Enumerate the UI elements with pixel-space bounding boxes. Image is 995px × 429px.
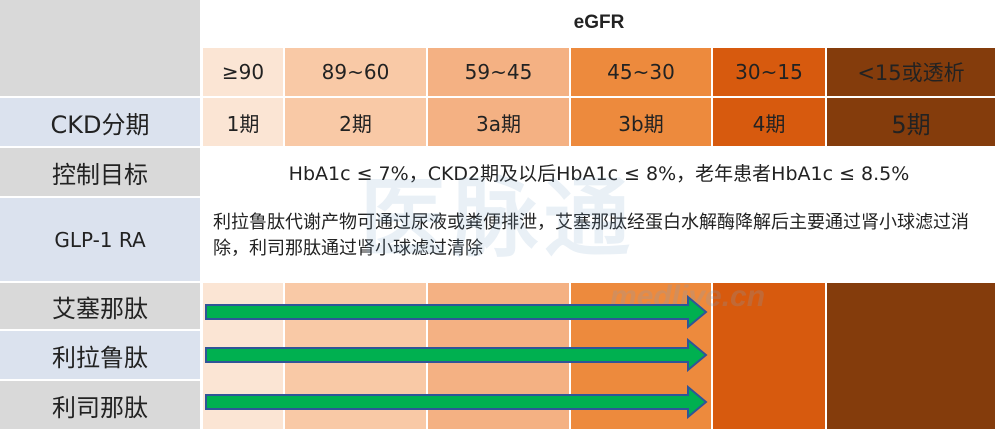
range-header-4: 45~30	[571, 48, 711, 96]
glp1-description: 利拉鲁肽代谢产物可通过尿液或粪便排泄，艾塞那肽经蛋白水解酶降解后主要通过肾小球滤…	[203, 198, 995, 281]
range-label: 89~60	[321, 60, 390, 84]
drug-band-col5	[713, 283, 825, 429]
range-header-3: 59~45	[428, 48, 569, 96]
range-label: <15或透析	[857, 61, 965, 85]
range-header-6: <15或透析	[827, 48, 995, 96]
header-empty-cell	[0, 0, 200, 96]
glp1-label: GLP-1 RA	[0, 198, 200, 281]
arrow-exenatide	[205, 294, 708, 330]
control-target-text: HbA1c ≤ 7%，CKD2期及以后HbA1c ≤ 8%，老年患者HbA1c …	[203, 148, 995, 196]
range-header-2: 89~60	[285, 48, 426, 96]
drug-label-liraglutide: 利拉鲁肽	[0, 331, 200, 379]
arrow-lixisenatide	[205, 384, 708, 420]
range-label: 45~30	[607, 60, 675, 84]
range-label: ≥90	[221, 60, 265, 84]
ckd-stage-label: CKD分期	[0, 98, 200, 146]
range-label: 30~15	[735, 60, 803, 84]
arrow-liraglutide	[205, 337, 708, 373]
stage-cell-5: 4期	[713, 98, 825, 146]
drug-band-col6	[827, 283, 995, 429]
egfr-label: eGFR	[573, 12, 625, 33]
range-header-5: 30~15	[713, 48, 825, 96]
range-header-1: ≥90	[203, 48, 283, 96]
stage-cell-2: 2期	[285, 98, 426, 146]
stage-cell-1: 1期	[203, 98, 283, 146]
stage-cell-6: 5期	[827, 98, 995, 146]
drug-label-exenatide: 艾塞那肽	[0, 283, 200, 329]
control-target-label: 控制目标	[0, 148, 200, 196]
drug-label-lixisenatide: 利司那肽	[0, 381, 200, 429]
egfr-header: eGFR	[203, 0, 995, 46]
stage-cell-3: 3a期	[428, 98, 569, 146]
range-label: 59~45	[464, 60, 533, 84]
stage-cell-4: 3b期	[571, 98, 711, 146]
